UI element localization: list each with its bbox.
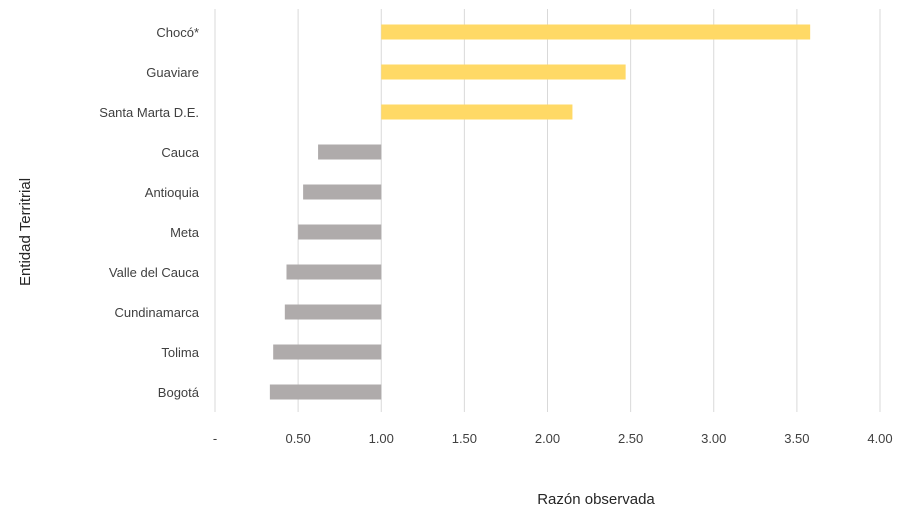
bar-1: [381, 64, 626, 80]
x-tick-label-0: -: [213, 431, 217, 446]
category-label-5: Meta: [170, 225, 200, 240]
category-label-1: Guaviare: [146, 65, 199, 80]
bar-3: [318, 144, 382, 160]
bar-4: [303, 184, 382, 200]
category-label-6: Valle del Cauca: [109, 265, 200, 280]
category-label-3: Cauca: [161, 145, 199, 160]
bar-0: [381, 24, 811, 40]
bar-2: [381, 104, 573, 120]
x-tick-label-1: 0.50: [285, 431, 310, 446]
y-axis-title: Entidad Territrial: [17, 178, 34, 286]
bar-6: [286, 264, 382, 280]
category-label-4: Antioquia: [145, 185, 200, 200]
bars: [269, 24, 811, 400]
x-axis-title: Razón observada: [537, 491, 655, 508]
x-tick-label-5: 2.50: [618, 431, 643, 446]
category-label-8: Tolima: [161, 345, 199, 360]
x-tick-label-2: 1.00: [369, 431, 394, 446]
bar-9: [269, 384, 382, 400]
category-labels: Chocó* Guaviare Santa Marta D.E. Cauca Antio…: [99, 25, 199, 400]
bar-5: [298, 224, 382, 240]
bar-7: [284, 304, 382, 320]
category-label-9: Bogotá: [158, 385, 200, 400]
x-tick-labels: - 0.50 1.00 1.50 2.00 2.50 3.00 3.50 4.00: [213, 431, 893, 446]
bar-8: [273, 344, 382, 360]
category-label-0: Chocó*: [156, 25, 199, 40]
x-tick-label-4: 2.00: [535, 431, 560, 446]
x-tick-label-6: 3.00: [701, 431, 726, 446]
category-label-7: Cundinamarca: [114, 305, 199, 320]
x-tick-label-3: 1.50: [452, 431, 477, 446]
x-tick-label-7: 3.50: [784, 431, 809, 446]
category-label-2: Santa Marta D.E.: [99, 105, 199, 120]
x-tick-label-8: 4.00: [867, 431, 892, 446]
